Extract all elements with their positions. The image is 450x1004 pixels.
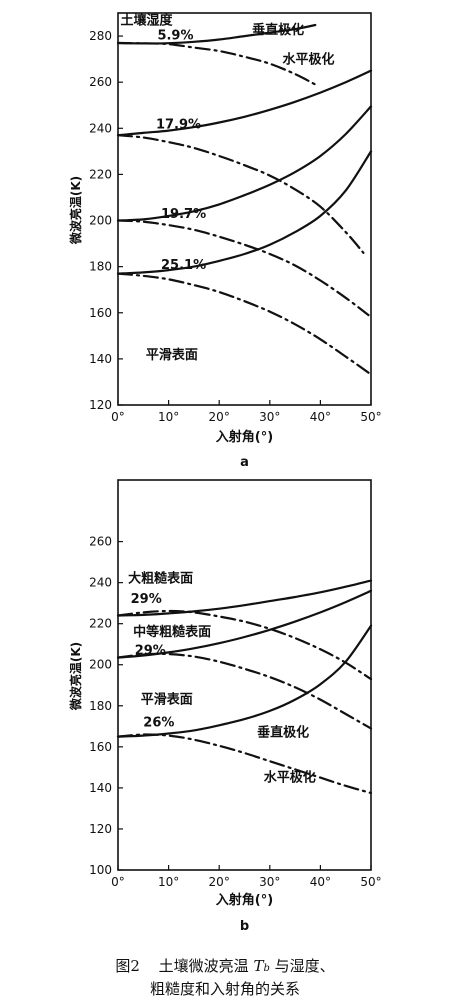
series-line-horizontal [116,219,370,317]
caption-symbol: T [253,957,264,975]
y-tick-label: 140 [89,781,112,795]
series-line-vertical [116,624,373,738]
x-tick-label: 20° [209,410,230,424]
chart-annotation: 25.1% [161,258,206,273]
series-line-horizontal [116,652,373,730]
y-tick-label: 240 [89,576,112,590]
chart-annotation: 19.7% [161,207,206,222]
x-tick-label: 30° [259,410,280,424]
chart-annotation: 垂直极化 [257,725,309,741]
series-line-vertical [116,69,373,137]
chart-annotation: 29% [131,592,162,607]
series-line-vertical [116,105,373,222]
x-tick-label: 0° [111,875,125,889]
y-tick-label: 120 [89,822,112,836]
y-tick-label: 260 [89,535,112,549]
chart-annotation: 平滑表面 [141,692,193,708]
y-tick-label: 260 [89,75,112,89]
figure-number: 图2 [115,957,140,975]
x-tick-label: 50° [360,875,381,889]
chart-annotation: 17.9% [156,117,201,132]
series-line-horizontal [116,733,373,795]
x-tick-label: 50° [360,410,381,424]
chart-annotation: 土壤湿度 [121,13,174,29]
series-line-vertical [116,150,373,275]
panel-label: b [240,919,249,934]
x-tick-label: 40° [310,410,331,424]
chart-annotation: 5.9% [157,29,193,44]
y-tick-label: 100 [89,863,112,877]
y-tick-label: 180 [89,699,112,713]
series-line-horizontal [116,41,317,86]
x-tick-label: 30° [259,875,280,889]
y-axis-label: 微波亮温(K) [68,642,83,711]
y-tick-label: 220 [89,167,112,181]
series-line-vertical [116,579,373,617]
plot-frame [117,12,372,406]
caption-tail: 与湿度、 [274,957,335,975]
chart-panel-b: 100 120 140 160 180 200 220 240 260 0° 10° 20° 30° 40… [68,479,382,934]
figure-caption-line1: 图2 土壤微波亮温 Tb 与湿度、 [0,955,450,976]
x-axis-label: 入射角(°) [216,892,273,908]
y-tick-label: 200 [89,214,112,228]
y-tick-label: 120 [89,398,112,412]
chart-annotation: 大粗糙表面 [128,571,193,587]
panel-label: a [240,455,249,470]
caption-text: 土壤微波亮温 [158,957,249,975]
y-tick-label: 160 [89,740,112,754]
chart-annotation: 29% [135,643,166,658]
x-tick-label: 20° [209,875,230,889]
x-tick-label: 10° [158,410,179,424]
chart-annotation: 水平极化 [282,52,334,68]
y-tick-label: 240 [89,121,112,135]
figure-caption-line2: 粗糙度和入射角的关系 [149,980,300,998]
caption-symbol-subscript: b [263,963,270,974]
series-line-horizontal [116,609,373,681]
chart-annotation: 平滑表面 [146,347,198,363]
series-line-horizontal [116,272,370,374]
x-tick-label: 0° [111,410,125,424]
chart-annotation: 中等粗糙表面 [133,624,211,640]
y-tick-label: 180 [89,260,112,274]
y-tick-label: 160 [89,306,112,320]
series-line-horizontal [116,134,365,254]
y-axis-label: 微波亮温(K) [68,176,83,245]
x-tick-label: 40° [310,875,331,889]
series-line-vertical [116,589,373,659]
plot-frame [117,479,372,871]
chart-annotation: 水平极化 [264,770,316,786]
chart-annotation: 垂直极化 [252,22,304,38]
y-tick-label: 280 [89,29,112,43]
x-tick-label: 10° [158,875,179,889]
chart-annotation: 26% [143,715,174,730]
chart-panel-a: 120 140 160 180 200 220 240 260 280 0° 10° 20° 30° 40… [68,12,382,470]
y-tick-label: 220 [89,617,112,631]
y-tick-label: 140 [89,352,112,366]
x-axis-label: 入射角(°) [216,429,273,445]
y-tick-label: 200 [89,658,112,672]
